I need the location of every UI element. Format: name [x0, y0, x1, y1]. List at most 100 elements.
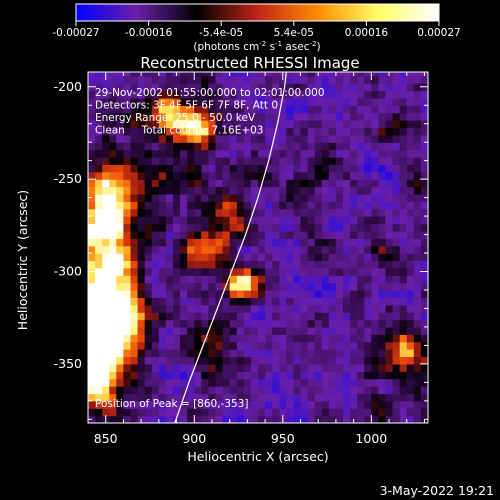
heatmap-cell [250, 378, 259, 387]
heatmap-cell [144, 149, 153, 158]
heatmap-cell [95, 186, 103, 195]
heatmap-cell [406, 201, 415, 210]
heatmap-cell [293, 149, 302, 158]
heatmap-cell [350, 282, 358, 291]
heatmap-cell [137, 230, 146, 239]
heatmap-cell [243, 356, 252, 365]
heatmap-cell [95, 386, 103, 395]
heatmap-cell [208, 245, 217, 254]
heatmap-cell [165, 157, 174, 165]
heatmap-cell [173, 275, 181, 284]
heatmap-cell [286, 72, 294, 77]
heatmap-cell [180, 142, 188, 151]
heatmap-cell [201, 282, 209, 291]
heatmap-cell [123, 378, 132, 387]
heatmap-cell [173, 319, 181, 328]
heatmap-cell [158, 157, 167, 165]
heatmap-cell [335, 157, 344, 165]
heatmap-cell [116, 393, 124, 402]
heatmap-cell [314, 319, 323, 328]
heatmap-cell [123, 112, 132, 121]
heatmap-cell [158, 238, 167, 247]
heatmap-cell [187, 97, 195, 106]
heatmap-cell [314, 386, 323, 395]
heatmap-cell [158, 341, 167, 350]
heatmap-cell [265, 112, 273, 121]
heatmap-cell [243, 312, 252, 321]
heatmap-cell [357, 319, 365, 328]
heatmap-cell [378, 186, 387, 195]
heatmap-cell [194, 164, 202, 173]
heatmap-cell [321, 260, 330, 269]
heatmap-cell [229, 356, 238, 365]
heatmap-cell [258, 223, 266, 232]
colorbar-unit-label: (photons cm-2 s-1 asec-2) [193, 40, 320, 53]
heatmap-cell [116, 216, 124, 225]
heatmap-cell [399, 282, 408, 291]
heatmap-cell [265, 267, 273, 276]
heatmap-cell [357, 386, 365, 395]
heatmap-cell [279, 142, 287, 151]
heatmap-cell [102, 105, 110, 114]
heatmap-cell [328, 164, 337, 173]
heatmap-cell [307, 75, 316, 84]
heatmap-cell [165, 120, 174, 128]
heatmap-cell [307, 193, 316, 202]
heatmap-cell [208, 297, 217, 306]
heatmap-cell [173, 120, 181, 128]
heatmap-cell [215, 216, 224, 225]
heatmap-cell [116, 245, 124, 254]
heatmap-cell [300, 230, 309, 239]
heatmap-cell [286, 120, 294, 128]
heatmap-cell [392, 179, 401, 188]
heatmap-cell [158, 83, 167, 92]
heatmap-cell [307, 245, 316, 254]
heatmap-cell [300, 297, 309, 306]
heatmap-cell [335, 326, 344, 335]
heatmap-cell [165, 193, 174, 202]
heatmap-cell [385, 408, 394, 417]
heatmap-cell [144, 356, 153, 365]
heatmap-cell [392, 223, 401, 232]
heatmap-cell [144, 186, 153, 195]
heatmap-cell [385, 363, 394, 372]
heatmap-cell [293, 216, 302, 225]
heatmap-cell [215, 193, 224, 202]
heatmap-cell [279, 238, 287, 247]
heatmap-cell [413, 186, 422, 195]
heatmap-cell [258, 341, 266, 350]
heatmap-cell [137, 157, 146, 165]
heatmap-cell [279, 393, 287, 402]
heatmap-cell [328, 319, 337, 328]
heatmap-cell [158, 112, 167, 121]
heatmap-cell [328, 290, 337, 298]
heatmap-cell [392, 275, 401, 284]
heatmap-cell [88, 282, 96, 291]
heatmap-cell [420, 208, 428, 217]
heatmap-cell [222, 326, 231, 335]
heatmap-cell [279, 223, 287, 232]
heatmap-cell [307, 400, 316, 409]
heatmap-cell [406, 90, 415, 99]
heatmap-cell [293, 415, 302, 423]
heatmap-cell [137, 319, 146, 328]
heatmap-cell [165, 371, 174, 380]
heatmap-cell [378, 216, 387, 225]
heatmap-cell [392, 400, 401, 409]
heatmap-cell [144, 408, 153, 417]
heatmap-cell [144, 171, 153, 180]
heatmap-cell [102, 149, 110, 158]
heatmap-cell [165, 393, 174, 402]
heatmap-cell [109, 400, 117, 409]
heatmap-cell [102, 400, 110, 409]
heatmap-cell [194, 408, 202, 417]
heatmap-cell [378, 312, 387, 321]
heatmap-cell [123, 282, 132, 291]
heatmap-cell [343, 171, 351, 180]
heatmap-cell [201, 312, 209, 321]
heatmap-cell [180, 363, 188, 372]
heatmap-cell [364, 83, 372, 92]
heatmap-cell [279, 112, 287, 121]
heatmap-cell [95, 267, 103, 276]
heatmap-cell [385, 334, 394, 343]
